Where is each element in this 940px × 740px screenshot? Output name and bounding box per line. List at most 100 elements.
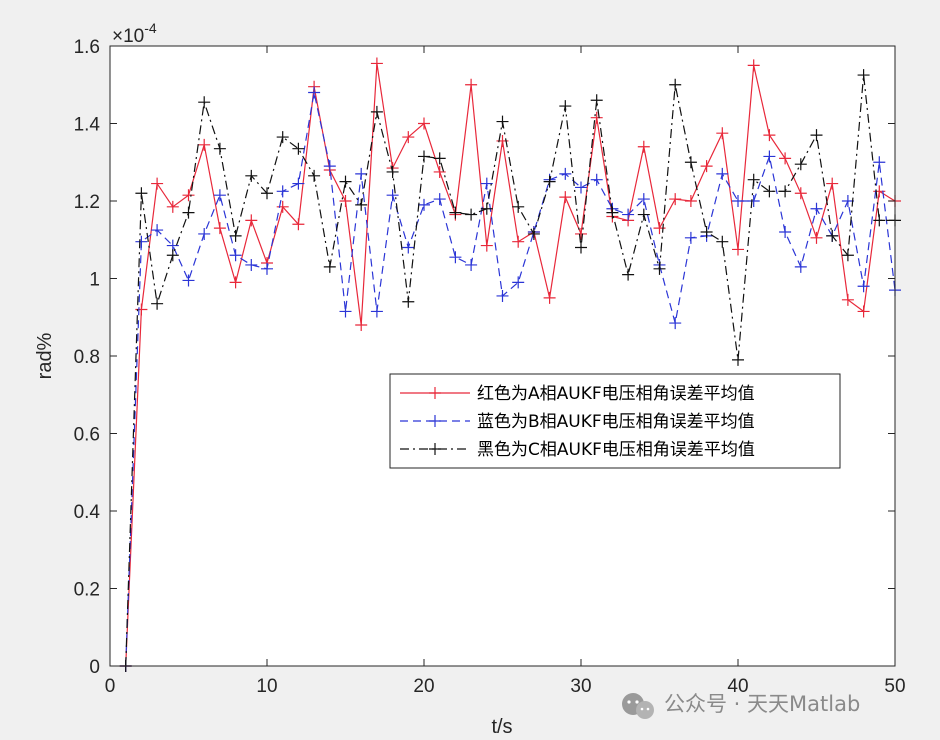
wechat-icon (622, 693, 654, 719)
series-3-point (684, 156, 697, 169)
series-3-point (622, 268, 635, 281)
series-3-point (559, 100, 572, 113)
x-tick-label: 0 (105, 676, 116, 697)
series-3-point (747, 173, 760, 186)
series-1-point (418, 117, 430, 130)
y-tick-label: 1.4 (74, 115, 101, 136)
series-3 (119, 69, 901, 672)
series-2-point (261, 262, 273, 275)
legend-marker (429, 387, 441, 399)
series-1-point (716, 127, 729, 140)
series-2-point (355, 167, 368, 180)
series-2-point (151, 224, 164, 237)
series-2-point (198, 227, 211, 240)
series-1-point (166, 200, 179, 213)
series-1-point (229, 276, 242, 289)
series-3-point (653, 262, 666, 275)
series-3-point (480, 202, 493, 215)
series-1-point (198, 138, 211, 151)
series-3-point (151, 297, 164, 310)
x-tick-label: 50 (884, 676, 905, 697)
series-3-point (826, 229, 839, 242)
series-3-point (590, 94, 603, 107)
series-3-point (261, 187, 273, 200)
series-2-point (873, 156, 886, 169)
series-2-point (276, 185, 289, 198)
series-1-point (747, 59, 760, 72)
series-3-point (308, 169, 321, 182)
legend-marker (429, 415, 441, 427)
watermark-text: 公众号 · 天天Matlab (664, 692, 860, 716)
series-3-point (339, 175, 352, 188)
series-1-point (276, 200, 289, 213)
series-3-point (402, 295, 415, 308)
series-2-point (622, 208, 635, 221)
series-1-point (480, 239, 493, 252)
ticks: 0 10 20 30 40 50 0 0.2 0.4 0.6 0.8 1 1.2 1.4 1.6 (74, 37, 906, 697)
y-tick-label: 0 (89, 657, 100, 678)
series-3-point (229, 229, 242, 242)
series-3-point (669, 78, 682, 91)
series-1-point (794, 187, 807, 200)
series-3-point (496, 115, 509, 128)
series-3-point (606, 206, 619, 219)
series-3-point (763, 185, 776, 198)
series-3-point (418, 150, 430, 163)
series-1-point (732, 243, 744, 256)
y-tick-label: 0.8 (74, 347, 100, 368)
series-3-point (543, 175, 556, 188)
series-3-point (873, 214, 886, 227)
series-3-point (386, 165, 399, 178)
series-2-point (386, 189, 399, 202)
series-3-point (370, 105, 383, 118)
series-1-point (512, 235, 525, 248)
series-3-point (700, 226, 713, 238)
series-1-point (465, 78, 478, 91)
series-3-point (810, 129, 823, 142)
x-tick-label: 40 (727, 676, 748, 697)
x-axis-title: t/s (491, 716, 512, 738)
series-3-point (732, 353, 744, 366)
series-2-point (590, 173, 603, 186)
series-2-point (857, 280, 870, 293)
series-3-point (198, 96, 211, 109)
series-1-point (339, 195, 352, 207)
series-2-point (323, 160, 336, 173)
series-3-point (182, 206, 195, 219)
series-1-point (826, 177, 839, 190)
legend-entry: 蓝色为B相AUKF电压相角误差平均值 (400, 412, 755, 432)
series-1-point (292, 218, 305, 231)
plot-area (110, 46, 895, 666)
series-1-point (182, 189, 195, 202)
series-3-point (292, 142, 305, 155)
series-3-point (527, 227, 540, 240)
y-tick-label: 1.6 (74, 37, 100, 58)
watermark: 公众号 · 天天Matlab (622, 692, 860, 719)
series-2-point (512, 276, 525, 289)
y-axis-exponent: ×10-4 (112, 20, 157, 47)
series-3-point (276, 131, 289, 144)
series-3-point (213, 142, 226, 155)
series-2-point (496, 289, 509, 302)
legend-label: 蓝色为B相AUKF电压相角误差平均值 (477, 412, 755, 432)
series-3-line (125, 75, 895, 667)
series-1-point (575, 227, 587, 240)
series-1-point (669, 193, 682, 206)
legend-label: 黑色为C相AUKF电压相角误差平均值 (477, 440, 755, 460)
series-2-point (213, 189, 226, 202)
series-2-point (229, 249, 242, 262)
legend-entry: 红色为A相AUKF电压相角误差平均值 (400, 384, 755, 404)
x-tick-label: 10 (256, 676, 277, 697)
series-1-point (245, 214, 258, 227)
series-1-point (779, 152, 792, 165)
series-2-point (716, 167, 729, 180)
series-1-point (810, 231, 823, 244)
legend-marker (429, 443, 441, 455)
series-2-point (747, 195, 760, 207)
series-2-point (182, 274, 195, 287)
series-2-point (370, 305, 383, 318)
series-3-point (512, 200, 525, 213)
series-2-point (794, 260, 807, 273)
y-axis-title: rad% (34, 332, 56, 379)
series-1-point (151, 177, 164, 190)
